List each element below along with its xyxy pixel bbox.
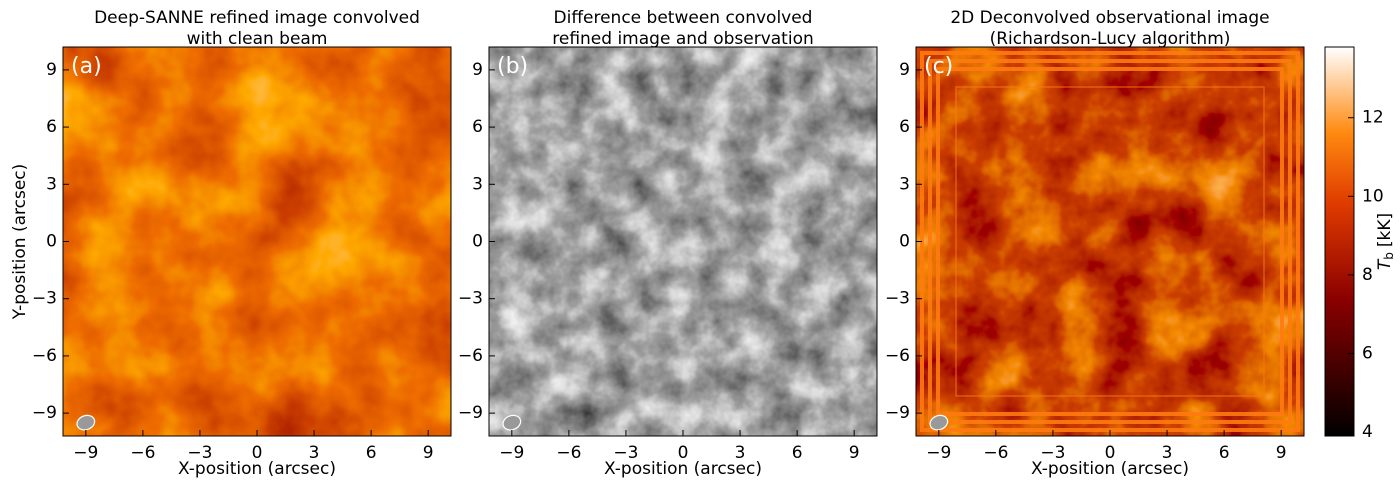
- chart-title: refined image and observation: [552, 29, 814, 49]
- colorbar-tick-label: 8: [1362, 265, 1373, 285]
- y-axis-label: Y-position (arcsec): [10, 164, 30, 321]
- y-tick-label: 3: [46, 174, 57, 194]
- beam: [76, 414, 96, 431]
- y-tick-label: −9: [885, 403, 910, 423]
- colorbar-tick-label: 12: [1362, 108, 1384, 128]
- x-axis-label: X-position (arcsec): [178, 459, 336, 479]
- image: [489, 47, 877, 436]
- colorbar-tick-label: 4: [1362, 422, 1373, 442]
- y-tick-label: 0: [899, 232, 910, 252]
- chart-title: (Richardson-Lucy algorithm): [990, 29, 1231, 49]
- y-tick-label: 6: [46, 117, 57, 137]
- x-tick-label: −9: [926, 443, 951, 463]
- x-tick-label: −3: [613, 443, 638, 463]
- y-tick-label: −6: [458, 346, 483, 366]
- x-tick-label: 9: [423, 443, 434, 463]
- y-tick-label: 9: [899, 60, 910, 80]
- beam: [929, 414, 949, 431]
- panel-label: (a): [71, 54, 102, 79]
- image: [916, 47, 1304, 436]
- x-tick-label: 6: [366, 443, 377, 463]
- chart-title: Difference between convolved: [554, 8, 813, 28]
- artifact-frame: [928, 59, 1292, 424]
- panel-label: (c): [924, 54, 953, 79]
- x-tick-label: 9: [849, 443, 860, 463]
- beam: [502, 414, 522, 431]
- x-tick-label: −6: [556, 443, 581, 463]
- y-tick-label: −3: [458, 289, 483, 309]
- colorbar-label-unit: [kK]: [1375, 213, 1395, 247]
- panel-label: (b): [497, 54, 528, 79]
- colorbar-tick-label: 10: [1362, 186, 1384, 206]
- y-tick-label: −3: [32, 289, 57, 309]
- y-tick-label: 0: [46, 232, 57, 252]
- y-tick-label: 6: [472, 117, 483, 137]
- y-tick-label: 3: [472, 174, 483, 194]
- image: [63, 47, 451, 436]
- y-tick-label: 0: [472, 232, 483, 252]
- colorbar-label: Tb [kK]: [1375, 213, 1396, 270]
- y-tick-label: −3: [885, 289, 910, 309]
- colorbar-label-symbol: T: [1375, 258, 1395, 270]
- x-tick-label: 3: [735, 443, 746, 463]
- y-tick-label: 9: [46, 60, 57, 80]
- chart-title: 2D Deconvolved observational image: [950, 8, 1269, 28]
- x-axis-label: X-position (arcsec): [1031, 459, 1189, 479]
- x-tick-label: 3: [309, 443, 320, 463]
- x-axis-label: X-position (arcsec): [604, 459, 762, 479]
- chart-title: with clean beam: [187, 29, 328, 49]
- y-tick-label: 6: [899, 117, 910, 137]
- x-tick-label: 0: [678, 443, 689, 463]
- colorbar-tick-label: 6: [1362, 343, 1373, 363]
- x-tick-label: −3: [187, 443, 212, 463]
- y-tick-label: −6: [32, 346, 57, 366]
- x-tick-label: 9: [1276, 443, 1287, 463]
- artifact-frame: [936, 67, 1284, 416]
- artifact-frame: [955, 86, 1265, 397]
- chart-title: Deep-SANNE refined image convolved: [94, 8, 420, 28]
- x-tick-label: 3: [1162, 443, 1173, 463]
- x-tick-label: −9: [499, 443, 524, 463]
- x-tick-label: −6: [983, 443, 1008, 463]
- y-tick-label: −6: [885, 346, 910, 366]
- y-tick-label: 3: [899, 174, 910, 194]
- colorbar-label-subscript: b: [1382, 252, 1396, 260]
- x-tick-label: −9: [73, 443, 98, 463]
- y-tick-label: 9: [472, 60, 483, 80]
- x-tick-label: 6: [792, 443, 803, 463]
- x-tick-label: −3: [1040, 443, 1065, 463]
- y-tick-label: −9: [32, 403, 57, 423]
- x-tick-label: 0: [1105, 443, 1116, 463]
- x-tick-label: 0: [252, 443, 263, 463]
- x-tick-label: 6: [1219, 443, 1230, 463]
- colorbar: [1324, 46, 1355, 437]
- x-tick-label: −6: [130, 443, 155, 463]
- y-tick-label: −9: [458, 403, 483, 423]
